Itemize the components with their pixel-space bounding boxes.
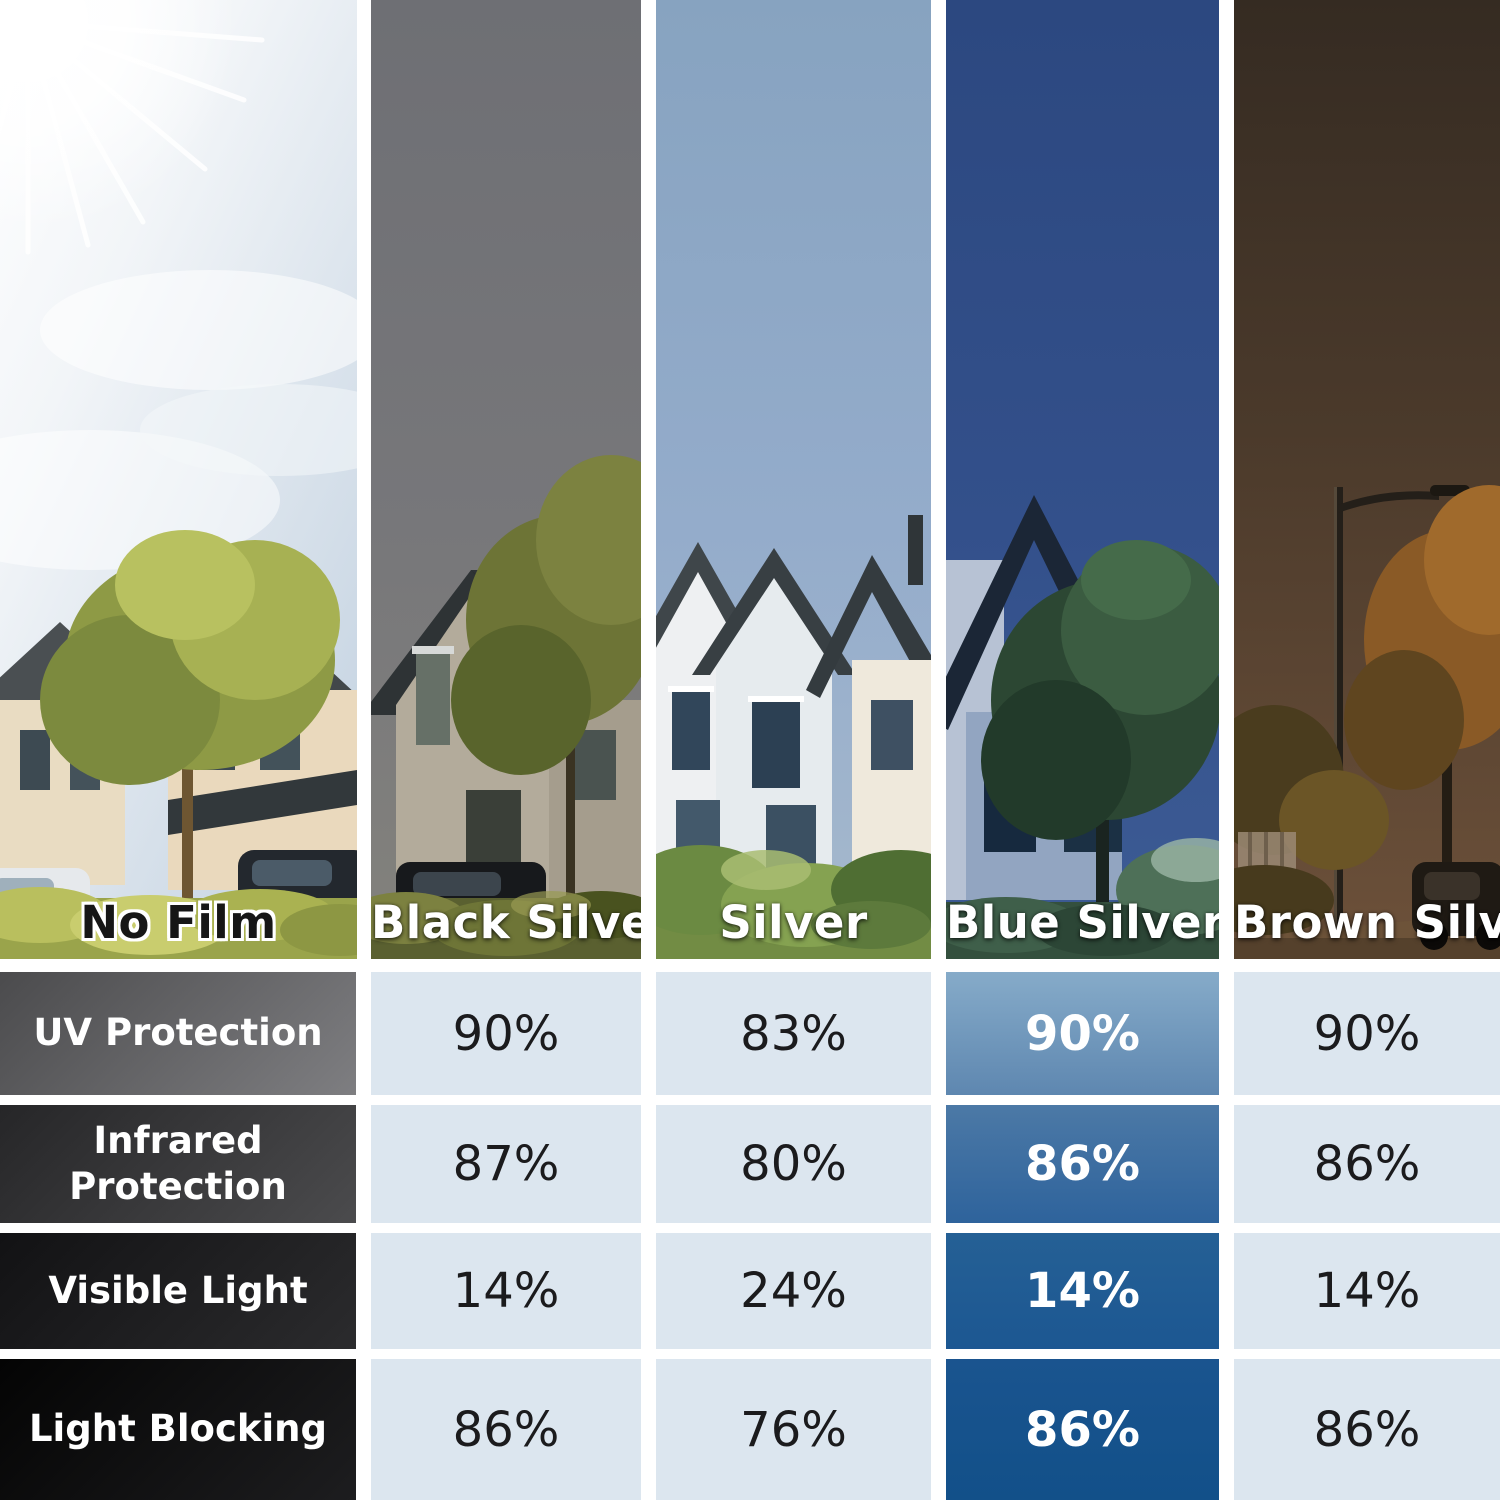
photo-strip-blue-silver: Blue Silver	[946, 0, 1219, 959]
value-silver-ir: 80%	[656, 1105, 931, 1223]
value-blue-silver-lb: 86%	[946, 1359, 1219, 1500]
photo-strip-silver: Silver	[656, 0, 931, 959]
value-brown-silver-lb: 86%	[1234, 1359, 1500, 1500]
value-blue-silver-ir: 86%	[946, 1105, 1219, 1223]
strip-label-no-film: No Film	[80, 896, 277, 949]
scene-brown-silver	[1234, 485, 1500, 959]
value-brown-silver-ir: 86%	[1234, 1105, 1500, 1223]
value-blue-silver-vl: 14%	[946, 1233, 1219, 1349]
photo-strip-black-silver: Black Silver	[371, 0, 641, 959]
value-blue-silver-uv: 90%	[946, 972, 1219, 1095]
scene-no-film	[0, 0, 357, 959]
strip-label-blue-silver: Blue Silver	[946, 896, 1219, 949]
photo-strip-brown-silver: Brown Silver	[1234, 0, 1500, 959]
row-label-uv-protection: UV Protection	[0, 972, 356, 1095]
value-brown-silver-vl: 14%	[1234, 1233, 1500, 1349]
value-black-silver-lb: 86%	[371, 1359, 641, 1500]
strip-label-silver: Silver	[719, 896, 868, 949]
value-black-silver-ir: 87%	[371, 1105, 641, 1223]
row-label-light-blocking: Light Blocking	[0, 1359, 356, 1500]
row-label-visible-light: Visible Light	[0, 1233, 356, 1349]
value-black-silver-uv: 90%	[371, 972, 641, 1095]
strip-label-black-silver: Black Silver	[371, 896, 641, 949]
value-black-silver-vl: 14%	[371, 1233, 641, 1349]
strip-label-brown-silver: Brown Silver	[1234, 896, 1500, 949]
photo-strip-no-film: No Film	[0, 0, 357, 959]
scene-black-silver	[371, 455, 641, 959]
row-label-infrared-protection: Infrared Protection	[0, 1105, 356, 1223]
value-silver-uv: 83%	[656, 972, 931, 1095]
value-silver-lb: 76%	[656, 1359, 931, 1500]
value-brown-silver-uv: 90%	[1234, 972, 1500, 1095]
scene-silver	[656, 515, 931, 959]
value-silver-vl: 24%	[656, 1233, 931, 1349]
scene-blue-silver	[946, 495, 1219, 959]
